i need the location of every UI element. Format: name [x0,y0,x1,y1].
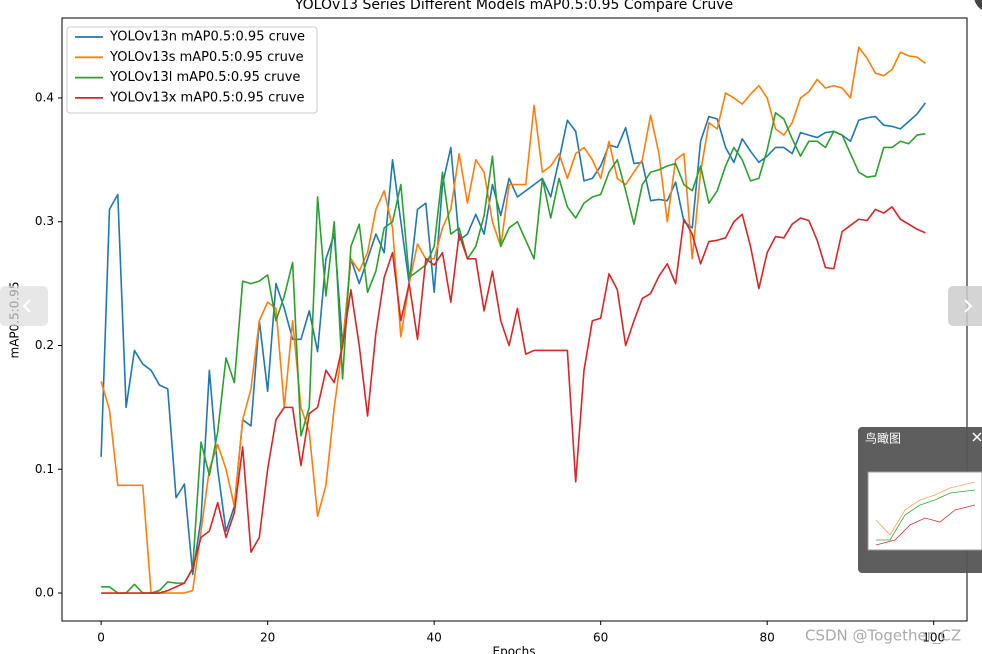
legend-label: YOLOv13l mAP0.5:0.95 cruve [109,70,300,85]
y-tick-label: 0.1 [35,462,54,476]
x-tick-label: 40 [427,631,442,645]
watermark: CSDN @Together_CZ [805,627,961,646]
y-tick-label: 0.3 [35,214,54,228]
legend-label: YOLOv13s mAP0.5:0.95 cruve [109,50,304,65]
top-button[interactable] [974,0,982,12]
overview-thumbnail[interactable] [867,471,982,551]
y-tick-label: 0.4 [35,90,54,104]
thumbnail-sketch [875,481,976,536]
thumbnail-sketch [875,504,976,546]
series-line [100,46,926,594]
next-button[interactable] [948,286,982,326]
x-tick-label: 80 [760,631,775,645]
series-line [101,112,926,594]
chart-title: YOLOv13 Series Different Models mAP0.5:0… [294,0,733,13]
legend-label: YOLOv13n mAP0.5:0.95 cruve [109,30,305,45]
legend: YOLOv13n mAP0.5:0.95 cruve YOLOv13s mAP0.… [66,26,318,114]
plot: 0.0 0.1 0.2 0.3 0.4 0 20 40 60 80 100 [35,46,945,645]
x-tick-label: 60 [593,631,608,645]
next-icon [964,299,973,313]
legend-label: YOLOv13x mAP0.5:0.95 cruve [109,90,305,105]
x-axis-label: Epochs [493,645,536,654]
series-line [101,206,926,594]
x-tick-label: 100 [922,631,945,645]
y-tick-label: 0.2 [35,338,54,352]
x-tick-label: 0 [97,631,105,645]
legend-box [66,26,318,114]
y-tick-label: 0.0 [35,586,54,600]
overview-title: 鸟瞰图 [865,431,901,446]
series-line [100,102,927,576]
thumbnail-sketch [876,489,976,541]
prev-icon [22,299,31,313]
x-tick-label: 20 [260,631,275,645]
overview-close[interactable] [972,432,982,442]
